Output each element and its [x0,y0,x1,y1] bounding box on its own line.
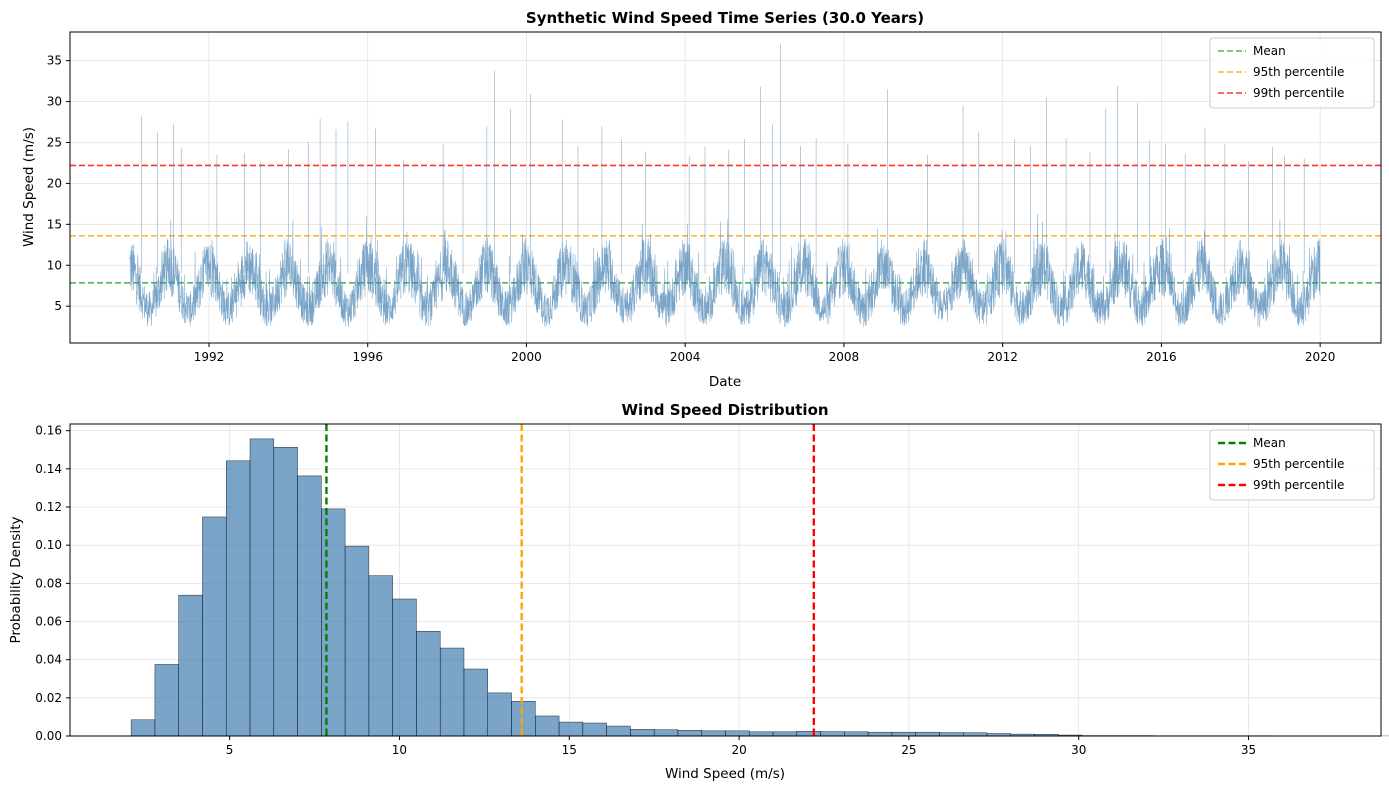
distribution-bar [487,692,512,737]
distribution-x-tick-label: 5 [226,743,234,757]
timeseries-x-tick-label: 2020 [1305,350,1336,364]
distribution-title: Wind Speed Distribution [621,401,828,419]
distribution-bar [772,731,798,737]
distribution-y-tick-label: 0.04 [35,653,62,667]
distribution-bar [202,516,227,737]
distribution-y-tick-label: 0.14 [35,462,62,476]
distribution-bar [701,730,726,737]
timeseries-legend: Mean 95th percentile 99th percentile [1209,37,1375,109]
timeseries-y-tick-label: 15 [47,217,62,231]
distribution-bar [749,731,774,737]
distribution-legend-label: 99th percentile [1253,478,1344,492]
timeseries-y-tick-label: 20 [47,176,62,190]
distribution-y-tick-label: 0.08 [35,576,62,590]
distribution-bar [130,719,156,737]
distribution-legend: Mean 95th percentile 99th percentile [1209,429,1375,501]
distribution-x-tick-label: 15 [562,743,577,757]
distribution-plot-frame [69,423,1382,737]
distribution-chart: Wind Speed Distribution 5 10 15 20 25 30 35 0.0… [8,401,1389,782]
timeseries-ticks: 1992 1996 2000 2004 2008 2012 2016 2020 5 10 15 20 2… [47,54,1336,364]
distribution-x-tick-label: 20 [731,743,746,757]
timeseries-y-label: Wind Speed (m/s) [21,127,37,247]
distribution-y-tick-label: 0.00 [35,729,62,743]
distribution-bar [416,630,441,737]
distribution-x-tick-label: 30 [1071,743,1086,757]
distribution-bar [606,725,631,737]
distribution-legend-label: Mean [1253,436,1286,450]
distribution-bar [344,545,370,737]
distribution-bar [891,731,916,737]
distribution-y-tick-label: 0.10 [35,538,62,552]
timeseries-legend-label: 99th percentile [1253,86,1344,100]
distribution-bar [582,722,607,737]
distribution-legend-box [1209,429,1375,501]
distribution-bar [321,508,346,737]
distribution-x-label: Wind Speed (m/s) [665,766,785,782]
timeseries-y-tick-label: 30 [47,95,62,109]
distribution-y-tick-label: 0.02 [35,691,62,705]
distribution-x-tick-label: 25 [901,743,916,757]
distribution-bar [225,460,251,737]
distribution-y-label: Probability Density [8,517,24,644]
timeseries-x-tick-label: 2012 [987,350,1018,364]
timeseries-x-label: Date [709,374,741,390]
distribution-bar [368,575,393,737]
distribution-x-tick-label: 35 [1241,743,1256,757]
distribution-bar [535,715,560,737]
distribution-bar [725,730,750,737]
timeseries-y-tick-label: 25 [47,135,62,149]
distribution-bar [249,438,275,737]
timeseries-x-tick-label: 1996 [352,350,383,364]
timeseries-x-tick-label: 2008 [829,350,860,364]
timeseries-y-tick-label: 35 [47,54,62,68]
timeseries-x-tick-label: 1992 [194,350,225,364]
distribution-bar [915,731,940,737]
timeseries-x-tick-label: 2016 [1146,350,1177,364]
distribution-bar [297,475,322,737]
timeseries-legend-label: 95th percentile [1253,65,1344,79]
distribution-bar [677,730,702,737]
timeseries-plot-frame [69,31,1382,344]
distribution-bar [630,729,655,737]
distribution-ticks: 5 10 15 20 25 30 35 0.00 0.02 0.04 0.06 0.08 0.10 0.1… [35,424,1256,757]
distribution-bar [820,731,845,737]
distribution-bar [463,668,489,737]
distribution-bar [511,701,536,737]
distribution-bar [867,731,893,737]
distribution-bar [154,664,179,737]
timeseries-series-line [129,44,1321,328]
distribution-legend-label: 95th percentile [1253,457,1344,471]
timeseries-x-tick-label: 2004 [670,350,701,364]
distribution-y-tick-label: 0.06 [35,615,62,629]
timeseries-legend-label: Mean [1253,44,1286,58]
timeseries-y-tick-label: 10 [47,258,62,272]
distribution-bar [558,721,584,737]
distribution-bar [178,594,203,737]
timeseries-chart: Synthetic Wind Speed Time Series (30.0 Y… [21,9,1382,390]
distribution-bars [130,438,1389,737]
timeseries-title: Synthetic Wind Speed Time Series (30.0 Y… [526,9,924,27]
timeseries-legend-box [1209,37,1375,109]
distribution-x-tick-label: 10 [392,743,407,757]
distribution-bar [939,732,964,737]
distribution-y-tick-label: 0.16 [35,424,62,438]
distribution-bar [273,447,298,737]
distribution-y-tick-label: 0.12 [35,500,62,514]
distribution-bar [653,729,679,737]
distribution-bar [439,647,465,737]
timeseries-y-tick-label: 5 [54,299,62,313]
timeseries-x-tick-label: 2000 [511,350,542,364]
distribution-bar [844,731,869,737]
distribution-bar [796,730,821,737]
distribution-bar [392,598,417,737]
